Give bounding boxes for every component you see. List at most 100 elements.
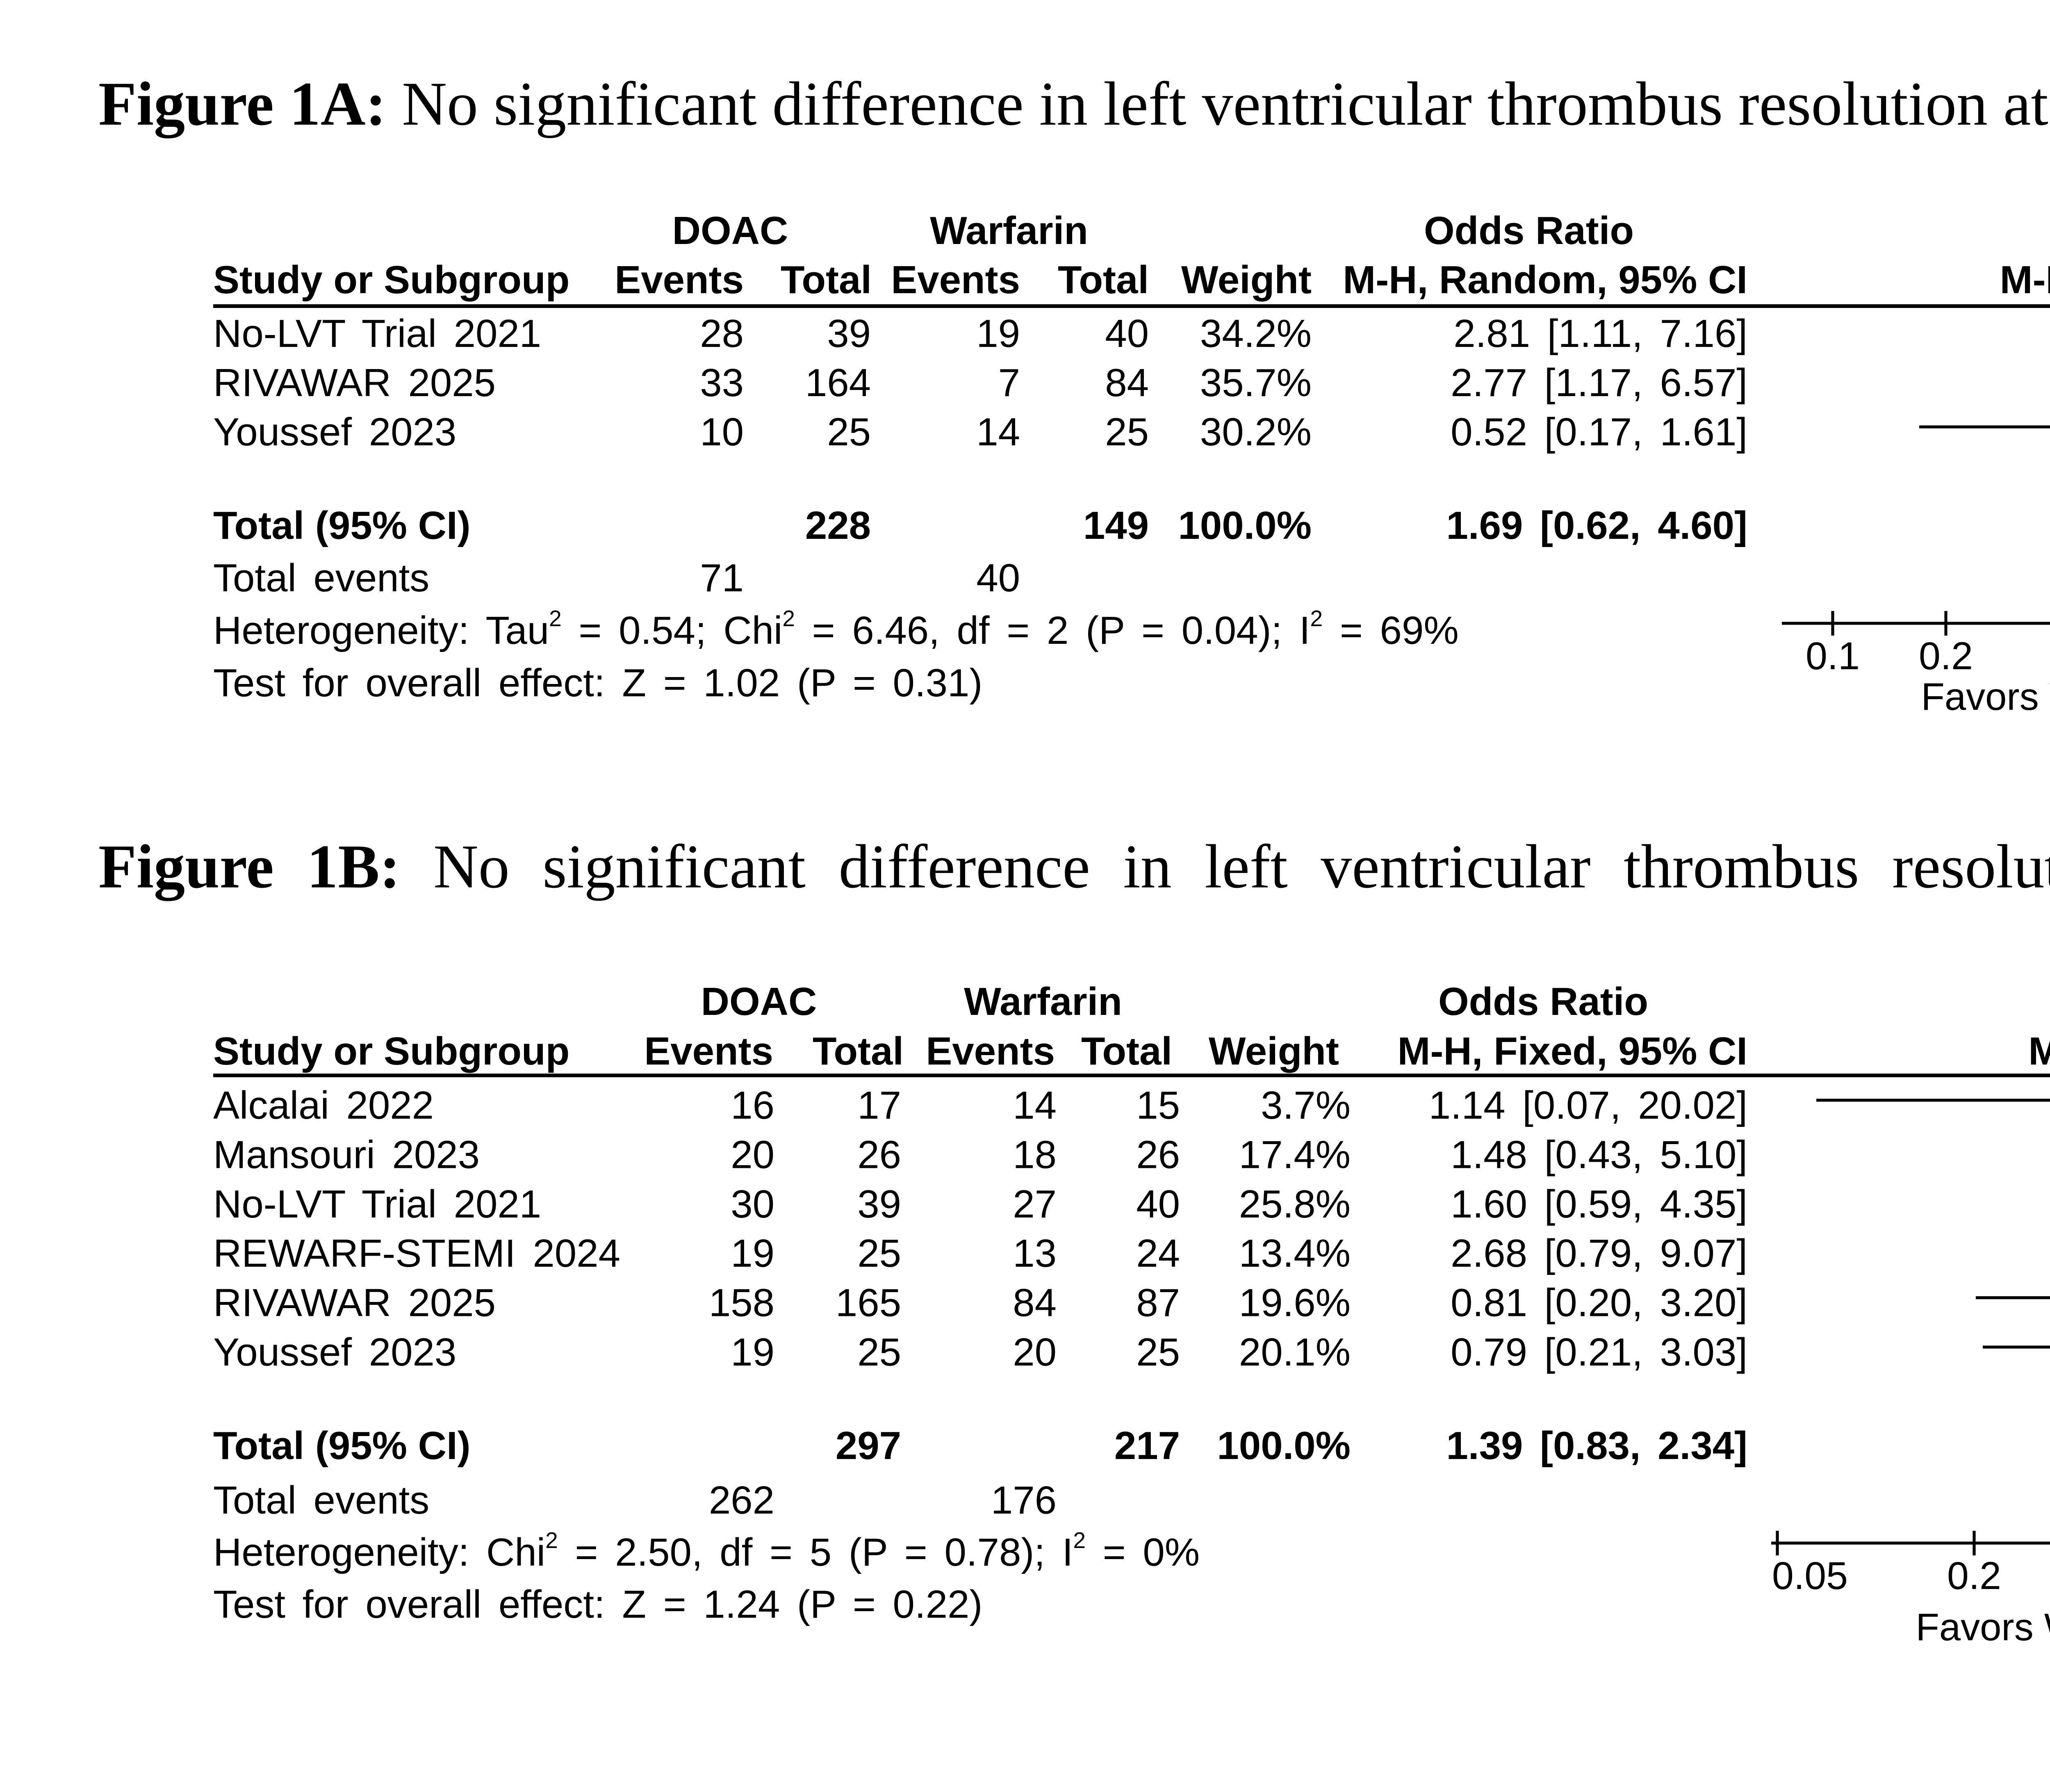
svg-text:165: 165 xyxy=(836,1281,901,1325)
svg-text:100.0%: 100.0% xyxy=(1217,1424,1351,1468)
svg-text:1.39 [0.83, 2.34]: 1.39 [0.83, 2.34] xyxy=(1446,1424,1747,1468)
svg-text:34.2%: 34.2% xyxy=(1200,312,1312,356)
svg-text:Odds Ratio: Odds Ratio xyxy=(1438,980,1648,1024)
svg-text:M-H, Random, 95% CI: M-H, Random, 95% CI xyxy=(1343,258,1747,302)
svg-text:Total (95% CI): Total (95% CI) xyxy=(213,504,471,547)
svg-text:24: 24 xyxy=(1136,1231,1180,1275)
svg-text:16: 16 xyxy=(731,1083,774,1127)
svg-text:1.69 [0.62, 4.60]: 1.69 [0.62, 4.60] xyxy=(1446,504,1747,547)
svg-text:M-H, Fixed, 95% CI: M-H, Fixed, 95% CI xyxy=(1398,1029,1748,1073)
svg-text:Warfarin: Warfarin xyxy=(964,980,1122,1024)
svg-text:resolution: resolution xyxy=(1892,832,2050,901)
svg-text:Events: Events xyxy=(615,258,744,302)
svg-text:20: 20 xyxy=(1013,1330,1057,1374)
svg-text:RIVAWAR 2025: RIVAWAR 2025 xyxy=(213,1281,496,1325)
svg-text:left: left xyxy=(1205,832,1288,901)
svg-text:100.0%: 100.0% xyxy=(1178,504,1312,547)
svg-text:1.14 [0.07, 20.02]: 1.14 [0.07, 20.02] xyxy=(1429,1083,1747,1127)
svg-text:27: 27 xyxy=(1013,1182,1057,1226)
svg-text:1.60 [0.59, 4.35]: 1.60 [0.59, 4.35] xyxy=(1451,1182,1747,1226)
svg-text:Total (95% CI): Total (95% CI) xyxy=(213,1424,471,1468)
svg-text:REWARF-STEMI 2024: REWARF-STEMI 2024 xyxy=(213,1231,620,1275)
svg-text:DOAC: DOAC xyxy=(701,980,817,1024)
svg-text:Events: Events xyxy=(891,258,1020,302)
svg-text:M-H, Random, 95% CI: M-H, Random, 95% CI xyxy=(2000,258,2050,302)
svg-text:Figure: Figure xyxy=(98,832,274,901)
svg-text:Odds Ratio: Odds Ratio xyxy=(1424,209,1634,253)
svg-text:1.48 [0.43, 5.10]: 1.48 [0.43, 5.10] xyxy=(1451,1133,1747,1176)
svg-text:2.77 [1.17, 6.57]: 2.77 [1.17, 6.57] xyxy=(1451,361,1747,405)
svg-text:19: 19 xyxy=(731,1231,774,1275)
svg-text:14: 14 xyxy=(1013,1083,1057,1127)
svg-text:40: 40 xyxy=(1105,312,1149,356)
svg-text:20: 20 xyxy=(731,1133,774,1176)
svg-text:in: in xyxy=(1123,832,1171,901)
svg-text:228: 228 xyxy=(805,504,871,547)
svg-text:Total events: Total events xyxy=(213,1478,429,1522)
svg-text:15: 15 xyxy=(1136,1083,1180,1127)
svg-text:0.81 [0.20, 3.20]: 0.81 [0.20, 3.20] xyxy=(1451,1281,1747,1325)
svg-text:25: 25 xyxy=(857,1330,901,1374)
svg-text:Weight: Weight xyxy=(1181,258,1312,302)
svg-text:Alcalai 2022: Alcalai 2022 xyxy=(213,1083,434,1127)
svg-text:26: 26 xyxy=(1136,1133,1180,1176)
svg-text:0.52 [0.17, 1.61]: 0.52 [0.17, 1.61] xyxy=(1451,410,1747,454)
svg-text:Total: Total xyxy=(781,258,872,302)
svg-text:Events: Events xyxy=(926,1029,1055,1073)
svg-text:0.2: 0.2 xyxy=(1947,1554,2001,1598)
svg-text:158: 158 xyxy=(709,1281,774,1325)
svg-text:176: 176 xyxy=(991,1478,1057,1522)
svg-text:0.79 [0.21, 3.03]: 0.79 [0.21, 3.03] xyxy=(1451,1330,1747,1374)
svg-text:217: 217 xyxy=(1114,1424,1180,1468)
svg-text:25: 25 xyxy=(1136,1330,1180,1374)
svg-text:Test for overall effect: Z = 1: Test for overall effect: Z = 1.24 (P = 0… xyxy=(213,1582,982,1626)
svg-text:84: 84 xyxy=(1013,1281,1057,1325)
svg-text:Total events: Total events xyxy=(213,556,429,600)
svg-text:ventricular: ventricular xyxy=(1321,832,1590,901)
svg-text:71: 71 xyxy=(700,556,744,600)
svg-text:19: 19 xyxy=(976,312,1020,356)
svg-text:33: 33 xyxy=(700,361,744,405)
svg-text:13: 13 xyxy=(1013,1231,1057,1275)
svg-text:1B:: 1B: xyxy=(307,832,400,901)
svg-text:10: 10 xyxy=(700,410,744,454)
svg-text:Total: Total xyxy=(1081,1029,1172,1073)
svg-text:30.2%: 30.2% xyxy=(1200,410,1312,454)
svg-text:18: 18 xyxy=(1013,1133,1057,1176)
svg-text:Study or Subgroup: Study or Subgroup xyxy=(213,258,569,302)
svg-text:M-H, Fixed, 95% CI: M-H, Fixed, 95% CI xyxy=(2028,1029,2050,1073)
svg-text:25.8%: 25.8% xyxy=(1239,1182,1351,1226)
svg-text:149: 149 xyxy=(1083,504,1149,547)
svg-text:28: 28 xyxy=(700,312,744,356)
svg-text:No-LVT Trial 2021: No-LVT Trial 2021 xyxy=(213,312,541,356)
svg-text:Weight: Weight xyxy=(1209,1029,1339,1073)
svg-text:39: 39 xyxy=(857,1182,901,1226)
svg-text:87: 87 xyxy=(1136,1281,1180,1325)
svg-text:25: 25 xyxy=(827,410,871,454)
svg-text:2.81 [1.11, 7.16]: 2.81 [1.11, 7.16] xyxy=(1453,312,1747,356)
svg-text:40: 40 xyxy=(1136,1182,1180,1226)
svg-text:Youssef 2023: Youssef 2023 xyxy=(213,1330,456,1374)
svg-text:Warfarin: Warfarin xyxy=(930,209,1088,253)
svg-text:20.1%: 20.1% xyxy=(1239,1330,1351,1374)
svg-text:Heterogeneity: Chi2​ = 2.50, d: Heterogeneity: Chi2​ = 2.50, df = 5 (P =… xyxy=(213,1528,1200,1574)
svg-text:14: 14 xyxy=(976,410,1020,454)
svg-text:17.4%: 17.4% xyxy=(1239,1133,1351,1176)
svg-text:significant: significant xyxy=(542,832,806,901)
svg-text:13.4%: 13.4% xyxy=(1239,1231,1351,1275)
svg-text:No-LVT Trial 2021: No-LVT Trial 2021 xyxy=(213,1182,541,1226)
svg-text:35.7%: 35.7% xyxy=(1200,361,1312,405)
svg-text:39: 39 xyxy=(827,312,871,356)
svg-text:25: 25 xyxy=(1105,410,1149,454)
svg-text:DOAC: DOAC xyxy=(672,209,788,253)
svg-text:Events: Events xyxy=(644,1029,773,1073)
svg-text:2.68 [0.79, 9.07]: 2.68 [0.79, 9.07] xyxy=(1451,1231,1747,1275)
svg-text:19.6%: 19.6% xyxy=(1239,1281,1351,1325)
svg-text:Mansouri 2023: Mansouri 2023 xyxy=(213,1133,480,1176)
svg-text:Youssef 2023: Youssef 2023 xyxy=(213,410,456,454)
svg-text:26: 26 xyxy=(857,1133,901,1176)
svg-text:Total: Total xyxy=(813,1029,904,1073)
svg-text:0.2: 0.2 xyxy=(1919,634,1973,678)
svg-text:0.05: 0.05 xyxy=(1772,1554,1848,1598)
svg-text:3.7%: 3.7% xyxy=(1261,1083,1351,1127)
